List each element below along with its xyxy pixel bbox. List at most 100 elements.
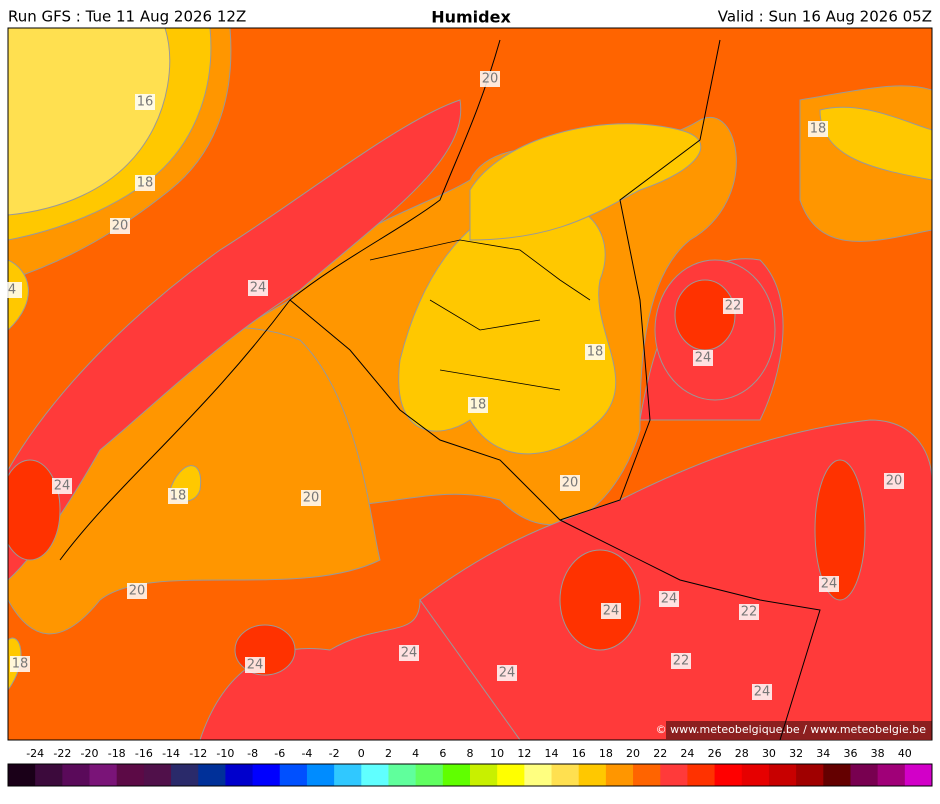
colorbar-swatch (877, 764, 906, 786)
contour-label: 24 (54, 479, 71, 494)
run-info: Run GFS : Tue 11 Aug 2026 12Z (8, 8, 246, 26)
contour-label: 18 (170, 489, 187, 504)
colorbar-swatch (116, 764, 145, 786)
colorbar-label: 36 (843, 747, 857, 760)
colorbar-swatch (714, 764, 743, 786)
colorbar-label: 0 (358, 747, 365, 760)
contour-label: 24 (401, 646, 418, 661)
contour-label: 18 (137, 176, 154, 191)
contour-label: 24 (247, 658, 264, 673)
contour-label: 22 (725, 299, 742, 314)
contour-label: 18 (587, 345, 604, 360)
contour-label-box (248, 280, 268, 296)
colorbar-label: 30 (762, 747, 776, 760)
colorbar-swatch (361, 764, 389, 786)
contour-label-box (808, 121, 828, 137)
contour-label: 18 (810, 122, 827, 137)
contour-label: 24 (661, 592, 678, 607)
contour-label-box (168, 488, 188, 504)
colorbar-swatch (225, 764, 254, 786)
contour-label-box (560, 475, 580, 491)
contour-label: 24 (250, 281, 267, 296)
contour-label: 16 (137, 95, 154, 110)
colorbar-label: -22 (53, 747, 71, 760)
contour-label-box (480, 71, 500, 87)
colorbar-label: 8 (467, 747, 474, 760)
contour-label-box (739, 604, 759, 620)
colorbar-label: 12 (517, 747, 531, 760)
colorbar-label: 28 (735, 747, 749, 760)
colorbar-swatch (497, 764, 525, 786)
colorbar-label: 22 (653, 747, 667, 760)
contour-label: 24 (603, 604, 620, 619)
colorbar-label: 2 (385, 747, 392, 760)
colorbar-swatch (470, 764, 498, 786)
colorbar-swatch (388, 764, 417, 786)
contour-label: 24 (821, 577, 838, 592)
colorbar-swatch (850, 764, 879, 786)
contour-label-box (671, 653, 691, 669)
colorbar-swatch (35, 764, 63, 786)
colorbar-swatch (687, 764, 716, 786)
colorbar-label: 6 (439, 747, 446, 760)
contour-label: 20 (482, 72, 499, 87)
contour-label-box (301, 490, 321, 506)
colorbar-swatch (143, 764, 172, 786)
colorbar-label: 20 (626, 747, 640, 760)
contour-label-box (601, 603, 621, 619)
credit-box (666, 721, 932, 739)
contour-label: 20 (112, 219, 129, 234)
colorbar-swatch (551, 764, 580, 786)
colorbar-swatch (89, 764, 118, 786)
colorbar-label: 32 (789, 747, 803, 760)
colorbar-label: -24 (26, 747, 44, 760)
colorbar-label: -4 (301, 747, 312, 760)
contour-label: 20 (303, 491, 320, 506)
colorbar-swatch (306, 764, 335, 786)
contour-label-box (110, 218, 130, 234)
contour-label-box (723, 298, 743, 314)
colorbar-swatch (578, 764, 607, 786)
colorbar-label: -14 (162, 747, 180, 760)
colorbar-swatch (741, 764, 770, 786)
colorbar-label: -10 (216, 747, 234, 760)
colorbar-label: 10 (490, 747, 504, 760)
contour-label-box (819, 576, 839, 592)
colorbar-label: -6 (274, 747, 285, 760)
colorbar-swatch (62, 764, 91, 786)
colorbar-swatch (171, 764, 199, 786)
credit: © www.meteobelgique.be / www.meteobelgie… (656, 723, 927, 736)
colorbar-swatch (660, 764, 688, 786)
colorbar-swatch (279, 764, 308, 786)
colorbar-label: 38 (871, 747, 885, 760)
colorbar-label: -18 (108, 747, 126, 760)
colorbar-label: -20 (81, 747, 99, 760)
contour-label-box (127, 583, 147, 599)
contour-label: 18 (12, 657, 29, 672)
contour-label-box (2, 282, 22, 298)
contour-label-box (693, 350, 713, 366)
colorbar-swatch (768, 764, 797, 786)
map-frame (7, 27, 933, 741)
colorbar-swatch (198, 764, 226, 786)
colorbar-swatch (252, 764, 281, 786)
contour-label: 18 (470, 398, 487, 413)
contour-label: 24 (695, 351, 712, 366)
colorbar-swatch (524, 764, 553, 786)
contour-label: 4 (8, 283, 16, 298)
contour-label-box (497, 665, 517, 681)
contour-label-box (245, 657, 265, 673)
colorbar-swatch (334, 764, 362, 786)
contour-label-box (52, 478, 72, 494)
contour-label-box (135, 94, 155, 110)
colorbar-label: -2 (329, 747, 340, 760)
contour-label-box (10, 656, 30, 672)
contour-label: 24 (499, 666, 516, 681)
colorbar-swatch (442, 764, 471, 786)
colorbar-label: -8 (247, 747, 258, 760)
contour-label: 20 (562, 476, 579, 491)
contour-label-box (399, 645, 419, 661)
colorbar-swatch (633, 764, 661, 786)
